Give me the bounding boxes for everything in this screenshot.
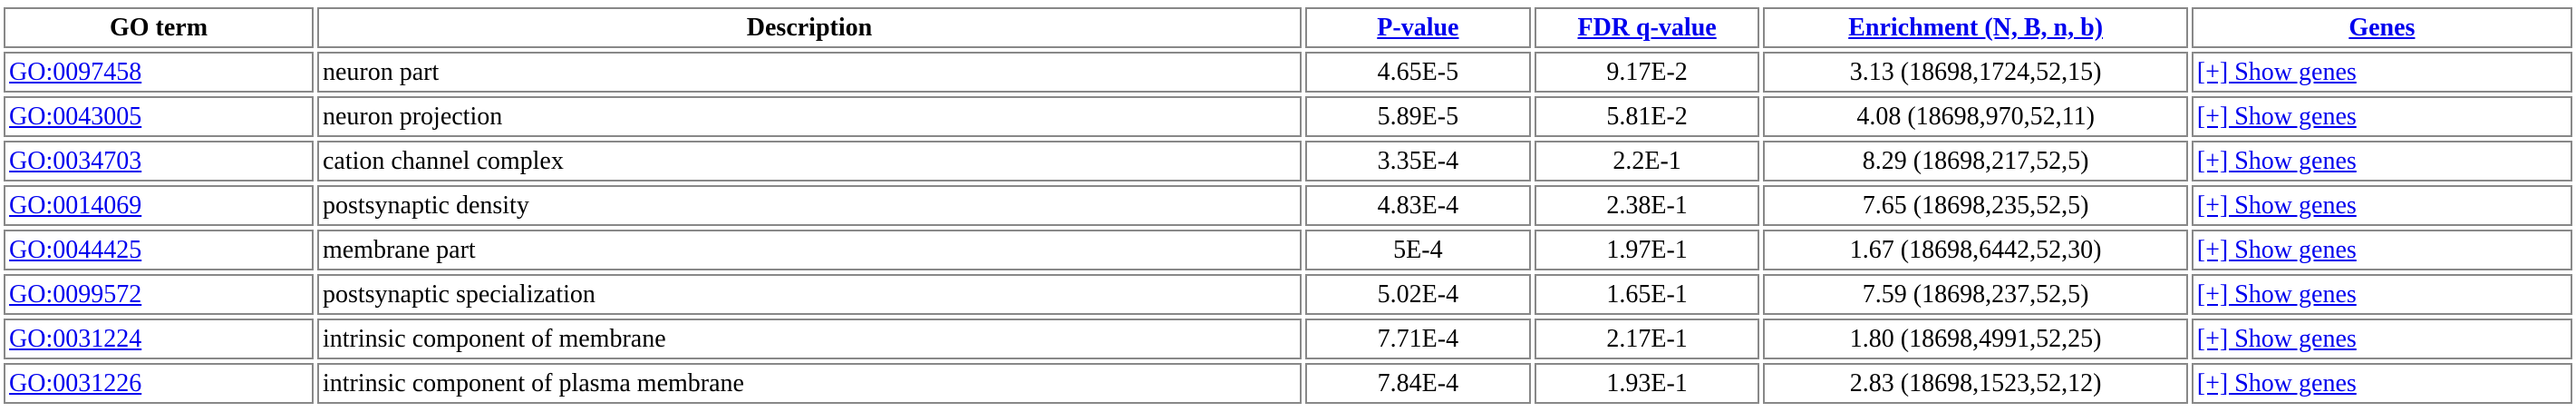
- fdr-q-value-cell: 5.81E-2: [1534, 96, 1760, 137]
- go-term-link[interactable]: GO:0043005: [9, 103, 142, 131]
- p-value-cell: 5.02E-4: [1305, 274, 1531, 315]
- show-genes-link[interactable]: [+] Show genes: [2196, 58, 2357, 86]
- table-row: GO:0043005 neuron projection 5.89E-5 5.8…: [4, 96, 2572, 137]
- description-cell: intrinsic component of membrane: [316, 319, 1303, 359]
- table-row: GO:0031224 intrinsic component of membra…: [4, 319, 2572, 359]
- header-genes: Genes: [2191, 7, 2572, 48]
- header-row: GO term Description P-value FDR q-value …: [4, 7, 2572, 48]
- enrichment-cell: 4.08 (18698,970,52,11): [1763, 96, 2188, 137]
- enrichment-cell: 1.80 (18698,4991,52,25): [1763, 319, 2188, 359]
- show-genes-link[interactable]: [+] Show genes: [2196, 147, 2357, 175]
- go-term-cell: GO:0014069: [4, 185, 314, 226]
- p-value-cell: 5E-4: [1305, 230, 1531, 270]
- sort-fdr-q-value-link[interactable]: FDR q-value: [1577, 14, 1717, 42]
- go-enrichment-table: GO term Description P-value FDR q-value …: [0, 4, 2576, 407]
- description-cell: neuron projection: [316, 96, 1303, 137]
- description-cell: postsynaptic specialization: [316, 274, 1303, 315]
- description-cell: membrane part: [316, 230, 1303, 270]
- fdr-q-value-cell: 2.38E-1: [1534, 185, 1760, 226]
- sort-enrichment-link[interactable]: Enrichment (N, B, n, b): [1848, 14, 2104, 42]
- fdr-q-value-cell: 2.2E-1: [1534, 141, 1760, 181]
- description-cell: neuron part: [316, 52, 1303, 93]
- enrichment-cell: 8.29 (18698,217,52,5): [1763, 141, 2188, 181]
- show-genes-link[interactable]: [+] Show genes: [2196, 191, 2357, 220]
- genes-cell: [+] Show genes: [2191, 52, 2572, 93]
- description-cell: intrinsic component of plasma membrane: [316, 363, 1303, 404]
- go-term-link[interactable]: GO:0034703: [9, 147, 142, 175]
- genes-cell: [+] Show genes: [2191, 185, 2572, 226]
- table-row: GO:0031226 intrinsic component of plasma…: [4, 363, 2572, 404]
- description-cell: cation channel complex: [316, 141, 1303, 181]
- header-p-value: P-value: [1305, 7, 1531, 48]
- go-term-cell: GO:0099572: [4, 274, 314, 315]
- genes-cell: [+] Show genes: [2191, 96, 2572, 137]
- table-row: GO:0099572 postsynaptic specialization 5…: [4, 274, 2572, 315]
- go-term-cell: GO:0031224: [4, 319, 314, 359]
- genes-cell: [+] Show genes: [2191, 363, 2572, 404]
- go-term-link[interactable]: GO:0031226: [9, 369, 142, 397]
- sort-genes-link[interactable]: Genes: [2348, 14, 2416, 42]
- fdr-q-value-cell: 1.97E-1: [1534, 230, 1760, 270]
- go-term-cell: GO:0031226: [4, 363, 314, 404]
- p-value-cell: 4.83E-4: [1305, 185, 1531, 226]
- show-genes-link[interactable]: [+] Show genes: [2196, 280, 2357, 309]
- header-go-term: GO term: [4, 7, 314, 48]
- fdr-q-value-cell: 2.17E-1: [1534, 319, 1760, 359]
- go-term-link[interactable]: GO:0031224: [9, 325, 142, 353]
- sort-p-value-link[interactable]: P-value: [1377, 14, 1459, 42]
- enrichment-cell: 7.59 (18698,237,52,5): [1763, 274, 2188, 315]
- table-row: GO:0034703 cation channel complex 3.35E-…: [4, 141, 2572, 181]
- enrichment-cell: 2.83 (18698,1523,52,12): [1763, 363, 2188, 404]
- header-enrichment: Enrichment (N, B, n, b): [1763, 7, 2188, 48]
- enrichment-cell: 1.67 (18698,6442,52,30): [1763, 230, 2188, 270]
- show-genes-link[interactable]: [+] Show genes: [2196, 236, 2357, 264]
- p-value-cell: 7.71E-4: [1305, 319, 1531, 359]
- table-row: GO:0044425 membrane part 5E-4 1.97E-1 1.…: [4, 230, 2572, 270]
- header-fdr-q-value: FDR q-value: [1534, 7, 1760, 48]
- header-description: Description: [316, 7, 1303, 48]
- show-genes-link[interactable]: [+] Show genes: [2196, 369, 2357, 397]
- genes-cell: [+] Show genes: [2191, 141, 2572, 181]
- fdr-q-value-cell: 1.65E-1: [1534, 274, 1760, 315]
- go-term-cell: GO:0044425: [4, 230, 314, 270]
- go-term-cell: GO:0034703: [4, 141, 314, 181]
- genes-cell: [+] Show genes: [2191, 319, 2572, 359]
- p-value-cell: 7.84E-4: [1305, 363, 1531, 404]
- table-row: GO:0097458 neuron part 4.65E-5 9.17E-2 3…: [4, 52, 2572, 93]
- show-genes-link[interactable]: [+] Show genes: [2196, 103, 2357, 131]
- table-body: GO:0097458 neuron part 4.65E-5 9.17E-2 3…: [4, 52, 2572, 404]
- table-row: GO:0014069 postsynaptic density 4.83E-4 …: [4, 185, 2572, 226]
- go-term-cell: GO:0043005: [4, 96, 314, 137]
- p-value-cell: 3.35E-4: [1305, 141, 1531, 181]
- enrichment-cell: 3.13 (18698,1724,52,15): [1763, 52, 2188, 93]
- fdr-q-value-cell: 9.17E-2: [1534, 52, 1760, 93]
- show-genes-link[interactable]: [+] Show genes: [2196, 325, 2357, 353]
- go-term-link[interactable]: GO:0097458: [9, 58, 142, 86]
- p-value-cell: 4.65E-5: [1305, 52, 1531, 93]
- go-term-link[interactable]: GO:0099572: [9, 280, 142, 309]
- go-term-link[interactable]: GO:0044425: [9, 236, 142, 264]
- go-term-link[interactable]: GO:0014069: [9, 191, 142, 220]
- enrichment-cell: 7.65 (18698,235,52,5): [1763, 185, 2188, 226]
- p-value-cell: 5.89E-5: [1305, 96, 1531, 137]
- genes-cell: [+] Show genes: [2191, 274, 2572, 315]
- genes-cell: [+] Show genes: [2191, 230, 2572, 270]
- description-cell: postsynaptic density: [316, 185, 1303, 226]
- fdr-q-value-cell: 1.93E-1: [1534, 363, 1760, 404]
- go-term-cell: GO:0097458: [4, 52, 314, 93]
